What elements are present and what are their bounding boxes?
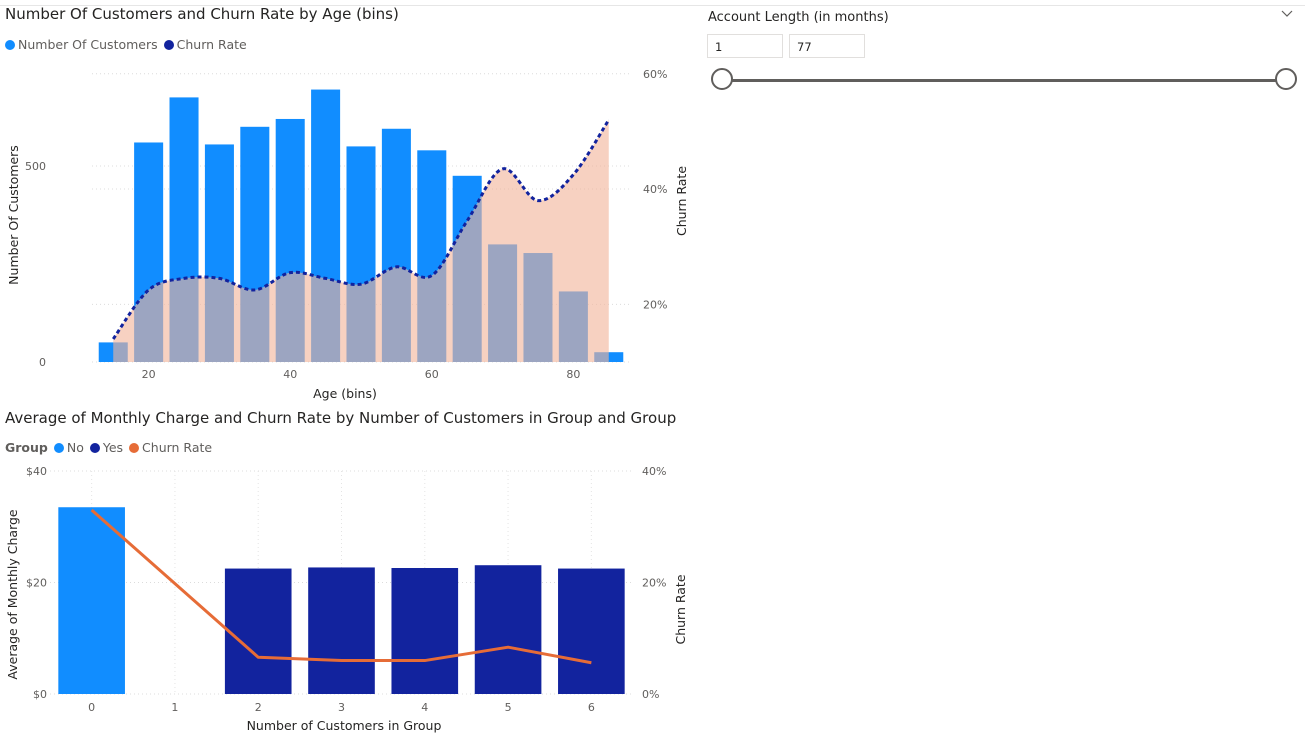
x-tick-label: 6 xyxy=(588,701,595,714)
legend-item-customers[interactable]: Number Of Customers xyxy=(5,37,158,52)
legend-label-no: No xyxy=(66,440,84,455)
legend-item-no[interactable]: No xyxy=(53,440,84,455)
chart1-plot[interactable]: 0 500 20% 40% 60% 20 40 60 80 Number Of Customers… xyxy=(0,55,700,405)
y-tick-label: $0 xyxy=(33,688,47,701)
y2-tick-label: 20% xyxy=(642,577,666,590)
x-tick-label: 2 xyxy=(255,701,262,714)
bar-group-yes xyxy=(224,568,292,694)
x-tick-label: 60 xyxy=(425,368,439,381)
legend-label-churn-rate: Churn Rate xyxy=(142,440,213,455)
y-tick-label: $20 xyxy=(26,577,47,590)
x-tick-label: 1 xyxy=(171,701,178,714)
x-tick-label: 5 xyxy=(505,701,512,714)
legend-label-churn: Churn Rate xyxy=(176,37,247,52)
legend-item-yes[interactable]: Yes xyxy=(89,440,124,455)
chart2-legend: Group No Yes Churn Rate xyxy=(5,440,218,455)
chevron-down-icon[interactable] xyxy=(1280,8,1294,22)
churn-rate-area xyxy=(113,119,609,362)
y2-tick-label: 0% xyxy=(642,688,659,701)
y-tick-label: 500 xyxy=(25,160,46,173)
chart2-plot[interactable]: $0 $20 $40 0% 20% 40% 0 1 2 3 4 5 6 Average of Monthl… xyxy=(0,455,700,737)
x-tick-label: 3 xyxy=(338,701,345,714)
x-axis-title: Number of Customers in Group xyxy=(247,718,442,733)
slicer-min-input[interactable]: 1 xyxy=(707,34,783,58)
legend-dot-churn-rate xyxy=(129,442,140,453)
slicer-title: Account Length (in months) xyxy=(708,10,889,25)
y2-tick-label: 60% xyxy=(643,68,667,81)
top-border xyxy=(0,0,1305,6)
y2-tick-label: 40% xyxy=(643,183,667,196)
y2-axis-title: Churn Rate xyxy=(674,166,689,236)
x-tick-label: 80 xyxy=(566,368,580,381)
y-tick-label: $40 xyxy=(26,465,47,478)
slider-handle-min[interactable] xyxy=(711,68,733,90)
y-axis-title: Number Of Customers xyxy=(6,145,21,285)
legend-label-customers: Number Of Customers xyxy=(18,37,158,52)
x-tick-label: 20 xyxy=(142,368,156,381)
y2-axis-title: Churn Rate xyxy=(673,574,688,644)
x-tick-label: 4 xyxy=(421,701,428,714)
y2-tick-label: 20% xyxy=(643,298,667,311)
chart2-title: Average of Monthly Charge and Churn Rate… xyxy=(5,409,677,427)
slider-track[interactable] xyxy=(722,79,1287,82)
legend-item-churn-rate[interactable]: Churn Rate xyxy=(129,440,212,455)
legend-title-group: Group xyxy=(5,440,48,455)
bar-group-yes xyxy=(391,568,459,694)
chart1-title: Number Of Customers and Churn Rate by Ag… xyxy=(5,5,399,23)
legend-dot-yes xyxy=(89,442,100,453)
legend-dot-churn xyxy=(163,39,174,50)
chart1-legend: Number Of Customers Churn Rate xyxy=(5,37,253,52)
x-tick-label: 0 xyxy=(88,701,95,714)
x-axis-title: Age (bins) xyxy=(313,386,377,401)
bar-group-yes xyxy=(474,565,542,694)
y2-tick-label: 40% xyxy=(642,465,666,478)
legend-dot-customers xyxy=(5,39,15,50)
y-tick-label: 0 xyxy=(39,356,46,369)
churn-rate-line xyxy=(90,508,592,665)
legend-dot-no xyxy=(53,442,64,453)
slider-handle-max[interactable] xyxy=(1275,68,1297,90)
bar-group-yes xyxy=(558,568,625,694)
x-tick-label: 40 xyxy=(283,368,297,381)
bar-group-no xyxy=(58,507,125,694)
y-axis-title: Average of Monthly Charge xyxy=(5,509,20,680)
legend-item-churn[interactable]: Churn Rate xyxy=(163,37,247,52)
legend-label-yes: Yes xyxy=(102,440,124,455)
slicer-max-input[interactable]: 77 xyxy=(789,34,865,58)
bar-group-yes xyxy=(308,567,375,694)
